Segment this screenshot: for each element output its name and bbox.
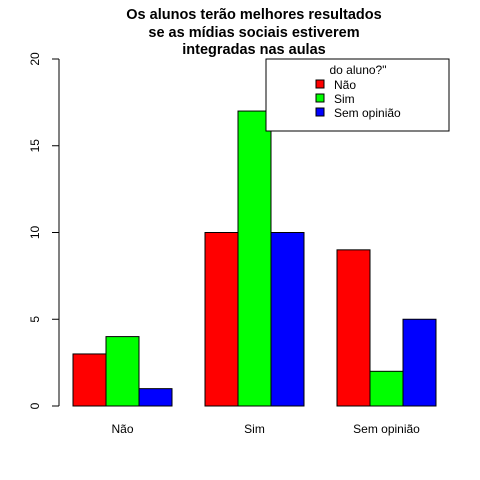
y-tick-label: 10 [28,226,42,240]
y-tick-label: 0 [28,402,42,409]
x-axis-labels: Não Sim Sem opinião [111,422,420,436]
legend-swatch [315,93,325,103]
legend-label: Sim [334,92,355,106]
bar-0-1 [105,336,140,407]
y-tick-label: 15 [28,139,42,153]
bar-0-2 [138,388,173,407]
legend-label: Sem opinião [334,106,401,120]
legend-swatch [315,107,325,117]
y-axis: 0 5 10 15 20 [28,52,60,409]
bar-0-0 [72,353,107,407]
bar-2-0 [336,249,371,407]
x-tick-label: Sim [244,422,265,436]
chart-title-line-1: Os alunos terão melhores resultados [126,7,381,23]
chart-title-line-2: se as mídias sociais estiverem [148,25,359,41]
legend-title: do aluno?" [330,63,387,77]
bar-2-1 [369,370,404,407]
y-tick-label: 5 [28,316,42,323]
chart-title: Os alunos terão melhores resultados se a… [126,7,381,58]
x-tick-label: Sem opinião [353,422,420,436]
bar-1-2 [270,232,305,407]
bar-1-0 [204,232,239,407]
y-tick-label: 20 [28,52,42,66]
legend-swatch [315,79,325,89]
bar-1-1 [237,110,272,407]
chart-title-line-3: integradas nas aulas [182,42,325,58]
bar-2-2 [402,318,437,407]
bars-group [72,110,437,407]
legend-box [265,58,450,132]
legend-label: Não [334,78,356,92]
x-tick-label: Não [111,422,133,436]
